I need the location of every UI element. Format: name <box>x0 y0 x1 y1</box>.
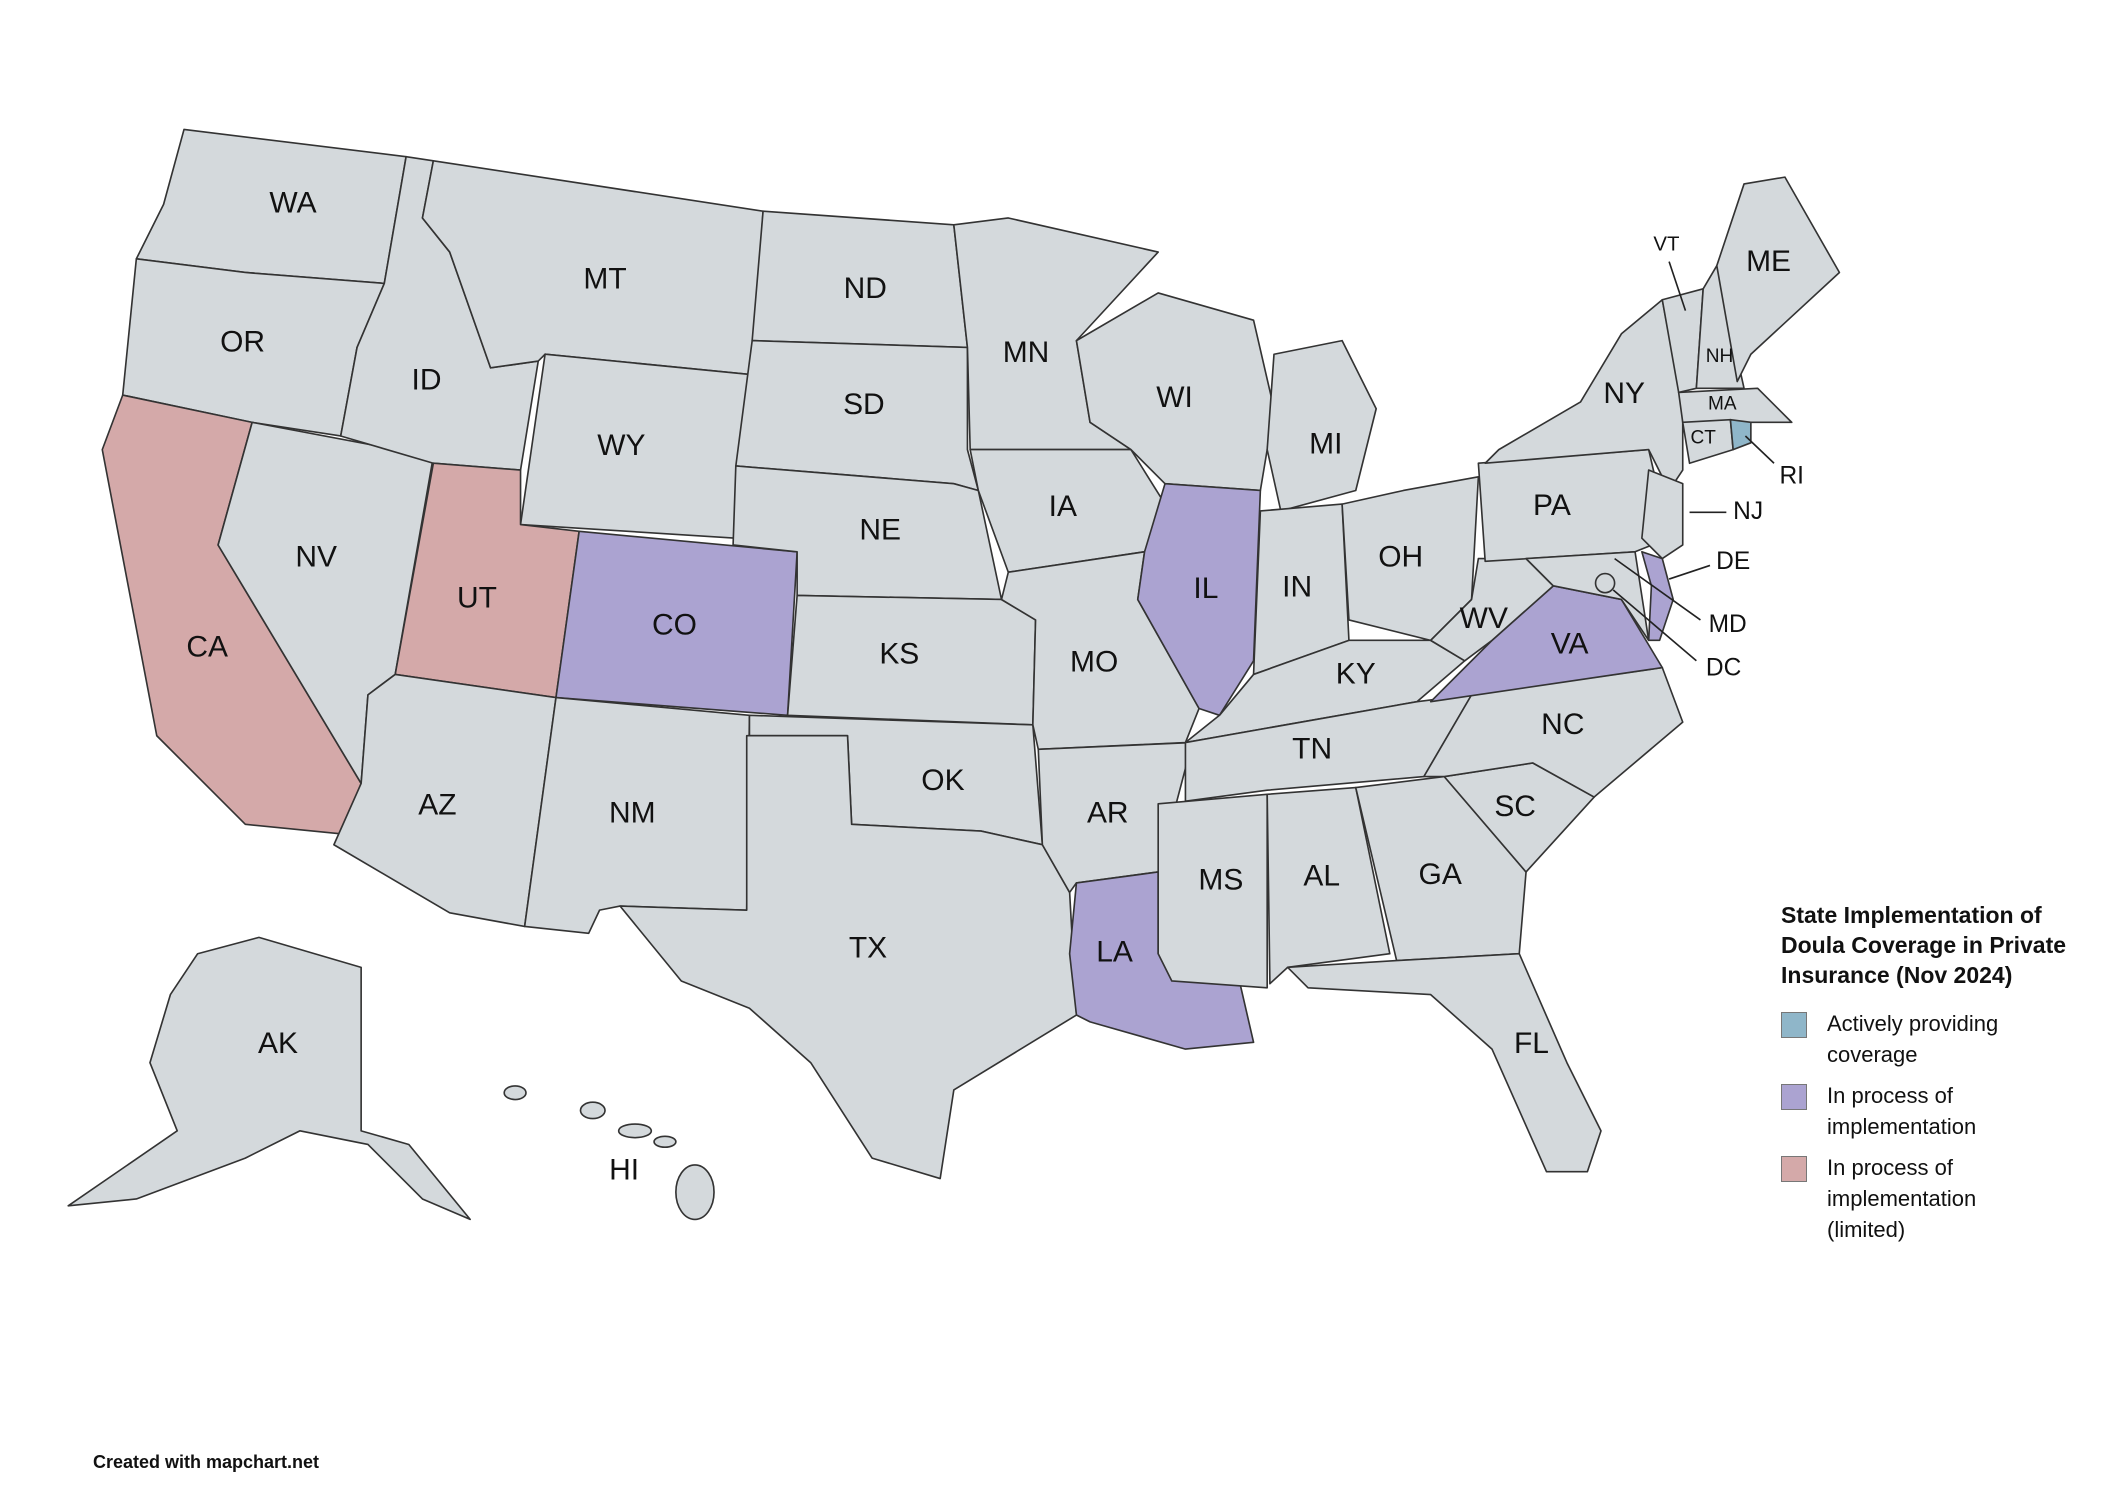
state-label: SD <box>843 388 885 421</box>
state-label: IA <box>1049 490 1077 523</box>
leader-line <box>1614 557 1701 621</box>
state-label: GA <box>1419 858 1462 891</box>
state-shape <box>1729 418 1752 451</box>
legend-title: State Implementation of Doula Coverage i… <box>1781 902 2067 988</box>
state-label: PA <box>1533 489 1571 522</box>
state-label: NY <box>1603 377 1645 410</box>
state-shape <box>579 1101 606 1120</box>
state-shape <box>619 734 1078 1180</box>
state-shape <box>617 1123 653 1139</box>
state-label: NV <box>295 541 337 574</box>
state-shape <box>1677 387 1793 424</box>
leader-line <box>1668 564 1711 580</box>
state-label: LA <box>1096 936 1133 969</box>
state-label: MI <box>1309 427 1342 460</box>
state-label: HI <box>609 1154 639 1187</box>
state-label: KY <box>1336 658 1376 691</box>
state-shape <box>1641 469 1684 560</box>
state-shape <box>67 936 471 1221</box>
state-label: DC <box>1706 654 1741 681</box>
state-label: IL <box>1193 572 1218 605</box>
state-shape <box>1594 572 1616 594</box>
state-label: NJ <box>1733 498 1763 525</box>
legend-item: Actively providing coverage <box>1781 1010 2081 1070</box>
legend-swatch <box>1781 1156 1807 1182</box>
state-shape <box>1477 448 1670 563</box>
state-label: NC <box>1541 708 1584 741</box>
state-shape <box>1484 298 1684 492</box>
leader-line <box>1668 261 1687 311</box>
state-label: SC <box>1494 790 1536 823</box>
state-label: OH <box>1378 541 1423 574</box>
legend: State Implementation of Doula Coverage i… <box>1781 900 2081 1257</box>
leader-line <box>1612 589 1697 662</box>
state-label: MO <box>1070 645 1118 678</box>
state-label: RI <box>1779 462 1804 489</box>
state-label: MT <box>583 263 626 296</box>
state-label: MD <box>1709 611 1747 638</box>
state-label: MS <box>1198 863 1243 896</box>
state-label: OR <box>220 325 265 358</box>
legend-item: In process of implementation (limited) <box>1781 1154 2081 1245</box>
state-shape <box>1266 339 1377 512</box>
state-label: FL <box>1514 1027 1549 1060</box>
state-shape <box>1525 550 1650 642</box>
state-shape <box>1266 786 1391 985</box>
state-label: AZ <box>418 789 456 822</box>
state-shape <box>1286 952 1602 1173</box>
state-label: AK <box>258 1027 298 1060</box>
state-label: CT <box>1690 428 1716 449</box>
state-label: AR <box>1087 797 1129 830</box>
state-shape <box>675 1164 715 1221</box>
state-shape <box>653 1135 677 1149</box>
state-label: DE <box>1716 548 1750 575</box>
legend-label: In process of implementation <box>1827 1083 1977 1139</box>
state-label: NH <box>1706 346 1734 367</box>
state-label: ME <box>1746 245 1791 278</box>
state-label: VA <box>1551 628 1589 661</box>
legend-swatch <box>1781 1012 1807 1038</box>
state-shape <box>1184 639 1466 744</box>
state-label: WA <box>269 186 316 219</box>
legend-label: In process of implementation (limited) <box>1827 1155 1977 1242</box>
state-label: KS <box>879 637 919 670</box>
state-label: OK <box>921 764 964 797</box>
state-label: WY <box>597 429 645 462</box>
state-label: VT <box>1653 234 1679 256</box>
state-label: ND <box>844 272 887 305</box>
legend-label: Actively providing coverage <box>1827 1011 1999 1067</box>
state-shape <box>1157 793 1269 989</box>
legend-items: Actively providing coverage In process of… <box>1781 1010 2081 1245</box>
legend-swatch <box>1781 1084 1807 1110</box>
state-label: CO <box>652 609 697 642</box>
state-shape <box>503 1085 527 1101</box>
state-label: ID <box>412 363 442 396</box>
state-label: WV <box>1460 602 1508 635</box>
state-label: MA <box>1708 394 1737 415</box>
state-label: CA <box>186 630 228 663</box>
state-label: WI <box>1156 381 1193 414</box>
state-label: AL <box>1303 859 1340 892</box>
leader-line <box>1744 435 1775 464</box>
state-label: TX <box>849 932 887 965</box>
state-label: IN <box>1282 571 1312 604</box>
state-label: TN <box>1292 733 1332 766</box>
state-label: NM <box>609 797 656 830</box>
footer-credit: Created with mapchart.net <box>93 1452 320 1472</box>
state-label: UT <box>457 581 497 614</box>
state-label: NE <box>859 513 901 546</box>
state-label: MN <box>1003 336 1050 369</box>
state-shape <box>1715 176 1841 383</box>
legend-item: In process of implementation <box>1781 1082 2081 1142</box>
